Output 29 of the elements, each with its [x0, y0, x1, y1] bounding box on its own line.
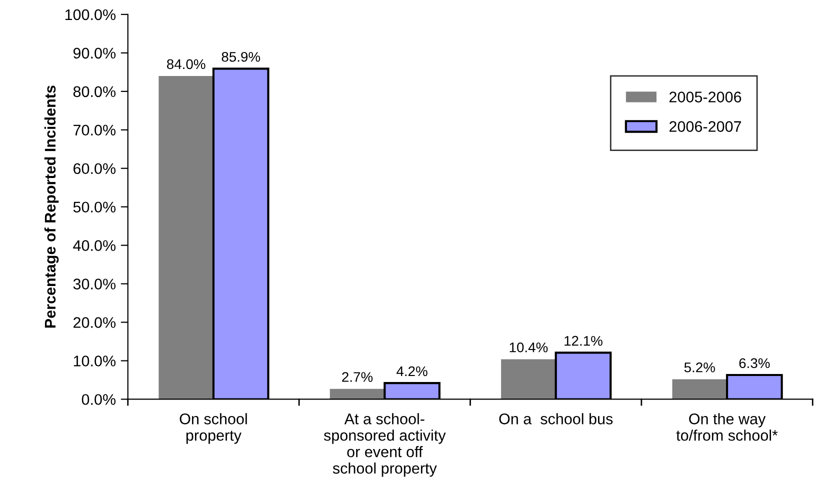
data-label: 10.4% — [510, 342, 548, 352]
y-tick-label: 10.0% — [74, 356, 116, 366]
y-tick-label: 30.0% — [73, 278, 116, 290]
legend-label: 2005-2006 — [669, 92, 742, 102]
y-tick-label: 0.0% — [82, 394, 116, 405]
data-label: 6.3% — [739, 358, 770, 368]
x-tick-label: At a school- sponsored activity or event off school property — [324, 413, 446, 477]
data-label: 4.2% — [396, 366, 428, 376]
y-tick-label: 60.0% — [74, 163, 116, 174]
bar — [672, 379, 728, 400]
data-label: 84.0% — [166, 59, 206, 70]
data-label: 5.2% — [684, 362, 715, 372]
y-axis-title: Percentage of Reported Incidents — [44, 86, 59, 328]
y-tick-label: 20.0% — [74, 317, 116, 328]
data-label: 85.9% — [222, 52, 260, 62]
y-tick-label: 50.0% — [73, 202, 116, 213]
y-tick-label: 100.0% — [65, 9, 116, 20]
y-tick-label: 70.0% — [74, 124, 116, 136]
bar — [158, 76, 214, 400]
bar — [501, 359, 556, 400]
x-tick-label: On school property — [180, 413, 247, 444]
x-tick-label: On a school bus — [499, 413, 613, 424]
data-label: 2.7% — [342, 372, 373, 382]
data-label: 12.1% — [564, 336, 602, 346]
legend-label: 2006-2007 — [669, 121, 742, 132]
x-tick-label: On the way to/from school* — [676, 413, 778, 441]
y-tick-label: 40.0% — [73, 240, 116, 251]
y-tick-label: 80.0% — [73, 86, 116, 98]
y-tick-label: 90.0% — [73, 48, 116, 59]
